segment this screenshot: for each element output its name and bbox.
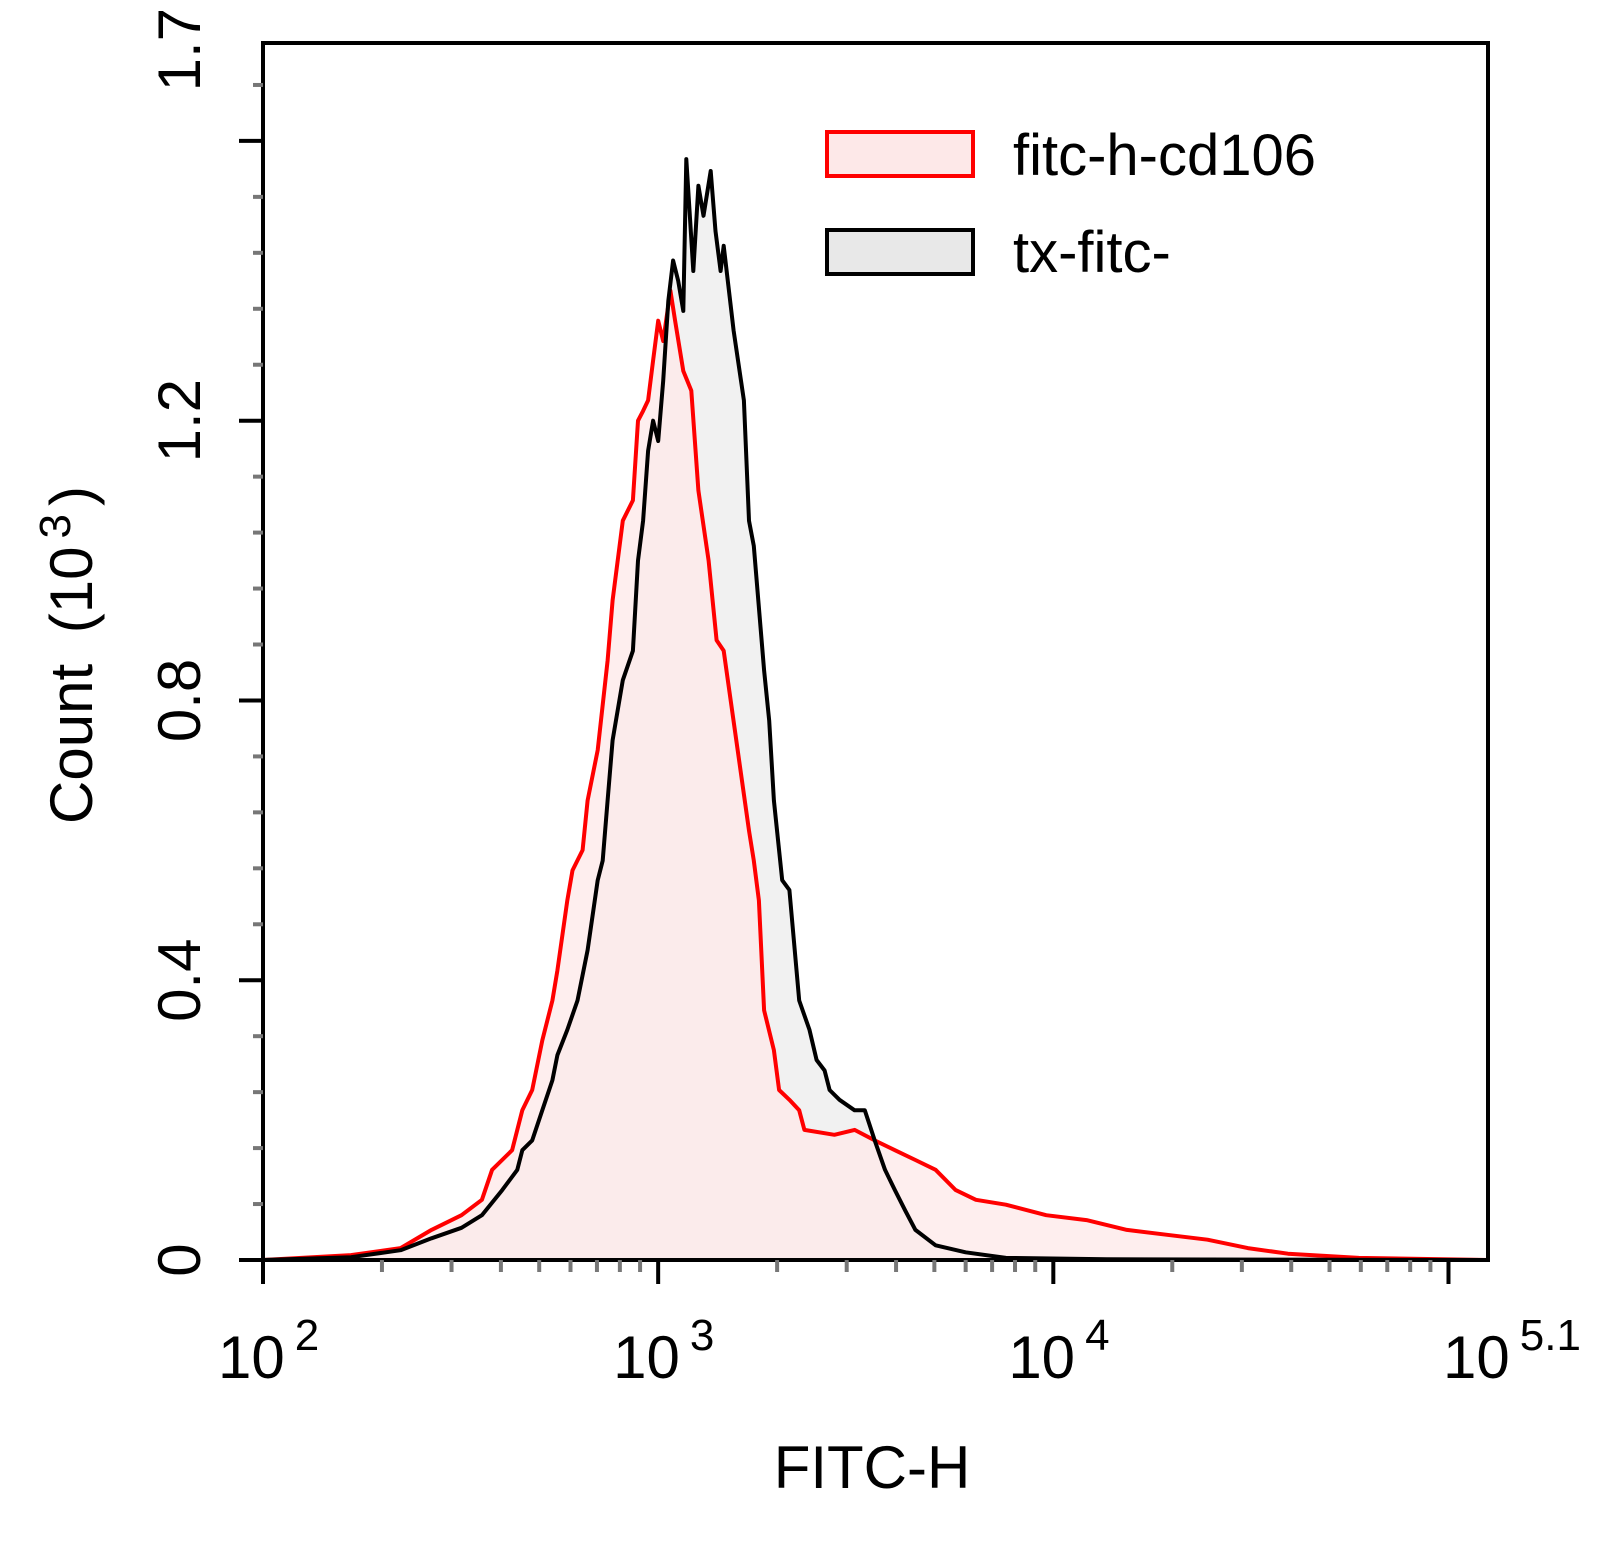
- legend-swatch-0: [825, 130, 975, 178]
- x-tick-base: 10: [218, 1324, 285, 1391]
- x-tick-label-1: 10 3: [613, 1311, 714, 1391]
- legend-item-1: tx-fitc-: [825, 220, 1171, 285]
- y-axis-label-text: Count: [38, 664, 105, 824]
- x-tick-exp: 5.1: [1520, 1311, 1581, 1360]
- x-tick-exp: 2: [295, 1311, 319, 1360]
- x-tick-label-3: 10 5.1: [1443, 1311, 1581, 1391]
- legend: fitc-h-cd106 tx-fitc-: [825, 123, 1316, 285]
- x-tick-label-0: 10 2: [218, 1311, 319, 1391]
- x-tick-exp: 3: [690, 1311, 714, 1360]
- series-fill-0: [263, 290, 1488, 1261]
- y-tick-label-1: 0.4: [146, 939, 213, 1022]
- legend-label-1: tx-fitc-: [1013, 220, 1171, 285]
- y-axis-label-group: Count (10 3): [31, 486, 105, 824]
- y-tick-label-0: 0: [146, 1243, 213, 1276]
- y-axis-unit-close: ): [38, 486, 105, 506]
- x-tick-exp: 4: [1085, 1311, 1109, 1360]
- y-axis-unit-base: 10: [38, 546, 105, 613]
- y-tick-label-2: 0.8: [146, 659, 213, 742]
- series-fill-1: [263, 159, 1488, 1261]
- x-tick-base: 10: [613, 1324, 680, 1391]
- y-tick-label-group-3: 1.2: [146, 379, 213, 462]
- y-axis-unit-open: (: [38, 613, 105, 633]
- y-tick-label-4: 1.7: [146, 8, 213, 91]
- plot-frame: [261, 41, 1490, 1262]
- y-tick-label-group-2: 0.8: [146, 659, 213, 742]
- legend-label-0: fitc-h-cd106: [1013, 123, 1316, 188]
- y-axis-label: Count (10 3): [31, 486, 105, 824]
- y-tick-label-group-4: 1.7: [146, 8, 213, 91]
- x-axis-label: FITC-H: [774, 1434, 971, 1501]
- y-axis-unit-exp: 3: [31, 514, 80, 538]
- x-tick-label-2: 10 4: [1008, 1311, 1109, 1391]
- legend-item-0: fitc-h-cd106: [825, 123, 1316, 188]
- series-line-0: [262, 288, 1489, 1262]
- y-tick-label-3: 1.2: [146, 379, 213, 462]
- series-line-1: [262, 157, 1489, 1262]
- y-tick-label-group-1: 0.4: [146, 939, 213, 1022]
- x-tick-base: 10: [1008, 1324, 1075, 1391]
- legend-swatch-1: [825, 228, 975, 276]
- x-tick-base: 10: [1443, 1324, 1510, 1391]
- y-tick-label-group-0: 0: [146, 1243, 213, 1276]
